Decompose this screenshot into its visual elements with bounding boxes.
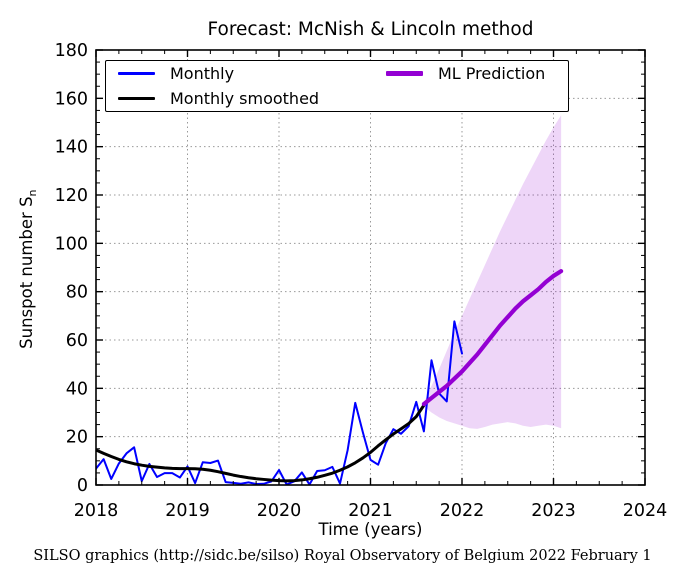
x-tick-label: 2018	[74, 501, 119, 521]
legend-label-monthly: Monthly	[170, 64, 235, 83]
legend-entry-ml-prediction: ML Prediction	[386, 64, 568, 83]
x-tick-label: 2019	[165, 501, 210, 521]
y-axis-label-subscript: n	[26, 189, 40, 197]
smoothed-line-swatch	[118, 97, 155, 100]
y-axis-label: Sunspot number Sn	[16, 189, 40, 349]
smoothed-line	[96, 403, 426, 483]
y-tick-label: 160	[55, 89, 88, 109]
y-tick-label: 100	[55, 234, 88, 254]
legend-entry-monthly-smoothed: Monthly smoothed	[118, 89, 386, 108]
x-axis-label: Time (years)	[318, 520, 423, 539]
y-tick-label: 180	[55, 41, 88, 61]
monthly-line-swatch	[118, 72, 155, 75]
y-tick-label: 60	[66, 331, 88, 351]
y-tick-label: 80	[66, 283, 88, 303]
x-tick-label: 2023	[531, 501, 576, 521]
legend-entry-monthly: Monthly	[118, 64, 386, 83]
prediction-line-swatch	[386, 71, 423, 76]
monthly-line	[96, 320, 463, 485]
chart-title: Forecast: McNish & Lincoln method	[207, 19, 534, 40]
legend-label-monthly-smoothed: Monthly smoothed	[170, 89, 320, 108]
x-tick-label: 2022	[440, 501, 485, 521]
y-tick-label: 0	[77, 476, 88, 496]
y-tick-label: 20	[66, 428, 88, 448]
x-tick-label: 2021	[348, 501, 393, 521]
x-tick-label: 2020	[257, 501, 302, 521]
uncertainty-band	[423, 115, 562, 429]
x-tick-label: 2024	[623, 501, 668, 521]
legend: Monthly Monthly smoothed ML Prediction	[105, 60, 569, 112]
legend-label-ml-prediction: ML Prediction	[438, 64, 546, 83]
prediction-line	[421, 269, 564, 407]
footer-credit: SILSO graphics (http://sidc.be/silso) Ro…	[33, 548, 652, 564]
y-tick-label: 140	[55, 138, 88, 158]
y-tick-label: 40	[66, 379, 88, 399]
y-tick-label: 120	[55, 186, 88, 206]
